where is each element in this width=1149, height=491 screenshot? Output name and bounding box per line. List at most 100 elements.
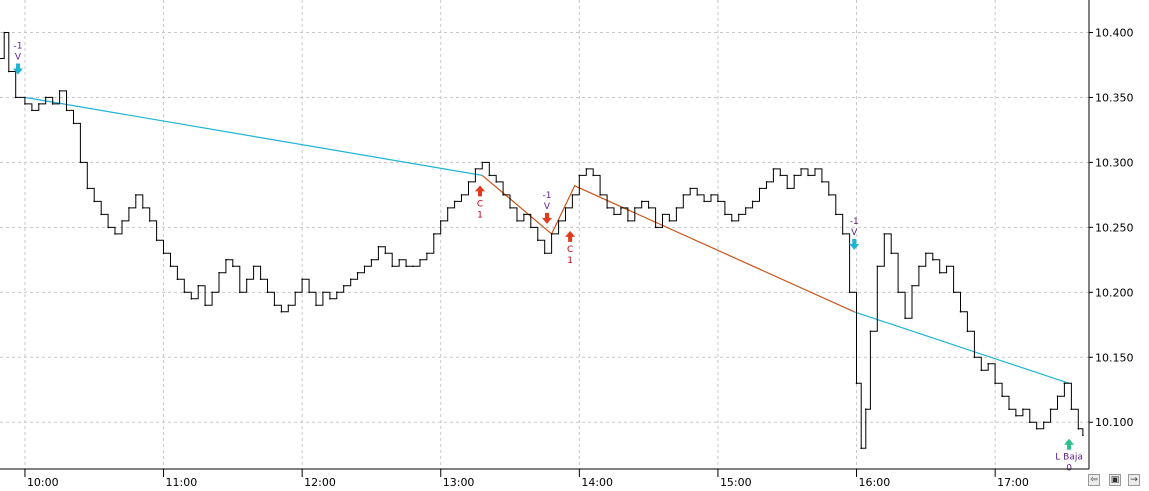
marker-label: V [544,202,551,212]
marker-label: V [15,52,22,62]
price-point [155,239,158,242]
trade-marker: -1V [13,41,24,75]
x-tick-label: 12:00 [304,476,336,489]
price-point [79,161,82,164]
price-point [232,265,234,268]
arrow-down-icon [13,63,24,75]
price-point [239,291,241,294]
dock-icon[interactable]: → [1128,474,1140,486]
x-tick-label: 15:00 [720,476,752,489]
price-point [384,252,387,255]
trend-lines [24,96,1070,384]
y-tick-label: 10.200 [1095,286,1134,299]
price-point [731,220,733,222]
price-point [523,213,525,216]
price-point [245,278,248,281]
price-point [162,252,165,255]
price-point [509,207,511,209]
price-point [682,194,685,196]
price-point [865,408,867,411]
price-point [107,226,109,229]
price-point [142,207,144,209]
price-point [911,285,913,287]
save-icon[interactable]: ▣ [1109,474,1121,486]
price-point [426,252,428,255]
price-point [620,207,622,209]
x-tick-label: 13:00 [443,476,475,489]
y-tick-label: 10.400 [1095,26,1134,39]
y-tick-label: 10.300 [1095,156,1134,169]
price-point [585,168,588,170]
scroll-left-icon[interactable]: ⇦ [1088,474,1100,486]
price-point [322,291,324,294]
trend-line [24,96,483,176]
price-point [1042,421,1045,424]
price-point [987,363,989,365]
price-point [703,200,705,203]
price-point [453,200,456,203]
price-point [668,220,671,222]
price-point [419,259,421,261]
price-point [349,278,352,281]
price-point [301,278,303,281]
price-point [280,311,283,313]
y-tick-label: 10.250 [1095,221,1134,234]
price-point [592,174,594,177]
price-point [724,213,726,216]
price-line [0,32,1084,449]
price-point [135,194,137,196]
price-point [72,122,75,125]
price-point [543,252,546,255]
price-point [1015,414,1017,417]
price-point [710,194,712,196]
price-point [890,252,892,255]
price-point [973,356,976,359]
price-point [58,90,61,92]
price-point [252,265,255,268]
price-point [356,272,359,274]
price-point [266,291,269,294]
trade-marker: L Baja0 [1055,438,1083,474]
price-point [772,168,775,170]
price-point [876,265,879,268]
price-point [627,220,629,222]
price-point [51,103,54,105]
x-tick-label: 14:00 [581,476,613,489]
price-point [488,174,491,177]
arrow-down-icon [849,238,860,250]
trend-line [481,174,855,313]
price-point [821,181,823,183]
price-point [329,298,331,300]
price-point [1008,408,1010,411]
price-point [814,168,816,170]
price-point [14,96,17,99]
price-point [446,207,449,209]
price-point [689,187,691,190]
price-point [31,109,33,112]
x-axis-ticks: 10:00 11:00 12:00 13:00 14:00 15:00 16:00 17:00 [24,469,1029,489]
trade-marker: -1V [849,217,860,250]
x-tick-label: 17:00 [997,476,1029,489]
price-point [1022,408,1024,411]
x-tick-label: 10:00 [27,476,59,489]
axes [0,0,1090,470]
price-point [1049,408,1052,411]
price-point [259,278,262,281]
price-point [204,304,206,307]
price-point [696,194,698,196]
price-point [883,233,886,235]
price-point [370,259,373,261]
arrow-up-icon [475,185,486,197]
price-point [273,304,276,307]
trade-marker: C1 [475,185,486,220]
price-point [24,103,26,105]
price-point [128,207,130,209]
price-point [190,298,193,300]
marker-label: V [851,228,858,238]
price-point [530,226,532,229]
price-point [751,200,754,203]
arrow-up-icon [1064,438,1075,450]
price-point [38,103,40,105]
trade-marker: -1V [542,191,553,224]
